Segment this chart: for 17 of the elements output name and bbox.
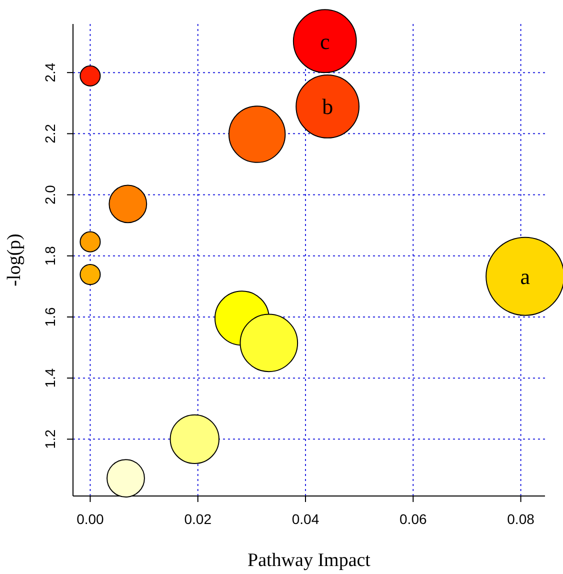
y-tick-label: 1.8 [42, 246, 58, 266]
x-tick-label: 0.06 [400, 511, 427, 527]
y-axis-title: -log(p) [4, 234, 25, 286]
y-tick-label: 2.2 [42, 124, 58, 144]
y-tick-label: 1.2 [42, 429, 58, 449]
x-tick-label: 0.00 [76, 511, 104, 527]
y-tick-label: 2.4 [42, 62, 58, 82]
x-tick-label: 0.02 [184, 511, 212, 527]
y-tick-label: 1.4 [42, 368, 58, 388]
x-tick-label: 0.04 [292, 511, 320, 527]
annotation: b [322, 94, 334, 120]
y-tick-label: 1.6 [42, 307, 58, 327]
annotation: a [520, 264, 530, 290]
x-tick-label: 0.08 [507, 511, 535, 527]
annotation: c [320, 28, 330, 54]
x-axis-title: Pathway Impact [248, 550, 372, 571]
y-tick-label: 2.0 [42, 184, 58, 205]
